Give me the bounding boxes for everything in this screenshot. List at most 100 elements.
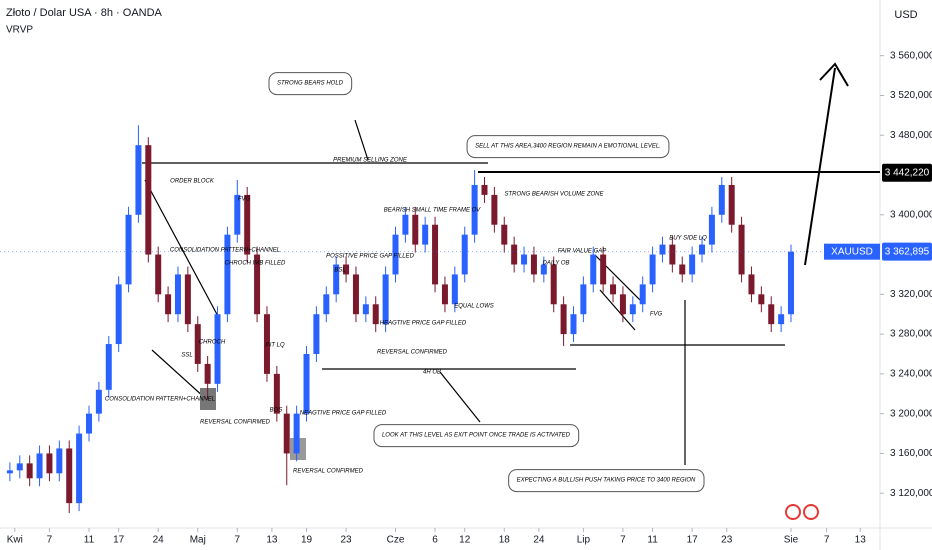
candle-body xyxy=(26,463,33,479)
annotation: CONSOLIDATION PATTERN+CHANNEL xyxy=(105,397,215,403)
x-tick-label: 13 xyxy=(266,535,278,546)
annotation: CHROCH IMB FILLED xyxy=(225,261,286,267)
candle-body xyxy=(610,284,617,295)
candle-body xyxy=(679,264,686,275)
candle-body xyxy=(580,284,587,315)
annotation: FVG xyxy=(238,197,251,203)
candle-body xyxy=(125,214,132,285)
annotation: CONSOLIDATION PATTERN+CHANNEL xyxy=(170,248,280,254)
candle-body xyxy=(768,304,775,325)
candle-body xyxy=(204,363,211,384)
candle-body xyxy=(521,254,528,265)
candle-body xyxy=(263,314,270,374)
y-tick-label: 3 320,000 xyxy=(890,289,932,300)
candle-body xyxy=(689,254,696,275)
x-tick-label: 17 xyxy=(113,535,125,546)
event-icon[interactable] xyxy=(785,504,801,520)
annotation: NEAGTIVE PRICE GAP FILLED xyxy=(300,411,387,417)
annotation: EQUAL LOWS xyxy=(454,304,494,310)
annotation: FAIR VALUE GAP xyxy=(558,249,607,255)
indicator: VRVP xyxy=(6,25,33,36)
annotation: FVG xyxy=(650,312,663,318)
x-tick-label: Maj xyxy=(190,535,206,546)
chart-title: Złoto / Dolar USA · 8h · OANDA xyxy=(6,7,163,19)
candle-body xyxy=(471,184,478,235)
x-tick-label: 17 xyxy=(687,535,699,546)
annotation: DAILY OB xyxy=(542,261,569,267)
x-tick-label: 24 xyxy=(533,535,545,546)
candle-body xyxy=(649,254,656,285)
candle-body xyxy=(293,413,300,454)
candle-body xyxy=(708,214,715,245)
candle-body xyxy=(560,304,567,335)
candle-body xyxy=(165,294,172,315)
candle-body xyxy=(412,214,419,245)
candle-body xyxy=(214,314,221,384)
candle-body xyxy=(343,264,350,275)
candle-body xyxy=(283,413,290,454)
candle-body xyxy=(699,244,706,255)
candle-body xyxy=(362,304,369,315)
candle-body xyxy=(16,463,23,471)
currency: USD xyxy=(894,9,917,21)
candle-body xyxy=(402,214,409,235)
annotation: CHROCH xyxy=(199,340,226,346)
candle-body xyxy=(619,294,626,315)
candle-body xyxy=(95,389,102,414)
y-tick-label: 3 560,000 xyxy=(890,50,932,61)
y-tick-label: 3 400,000 xyxy=(890,209,932,220)
annotation-box xyxy=(373,424,580,448)
y-tick-label: 3 160,000 xyxy=(890,448,932,459)
annotation: BSL xyxy=(334,268,345,274)
y-tick-label: 3 480,000 xyxy=(890,130,932,141)
candle-body xyxy=(333,264,340,295)
x-tick-label: 6 xyxy=(432,535,438,546)
x-tick-label: 13 xyxy=(855,535,867,546)
x-tick-label: 18 xyxy=(499,535,511,546)
candle-body xyxy=(46,453,53,474)
x-tick-label: 24 xyxy=(153,535,165,546)
symbol-label: XAUUSD xyxy=(831,246,873,257)
candle-body xyxy=(303,353,310,414)
candle-body xyxy=(105,344,112,390)
candle-body xyxy=(273,373,280,414)
candle-body xyxy=(372,304,379,325)
candle-body xyxy=(352,274,359,315)
annotation: SSL xyxy=(181,353,192,359)
x-tick-label: 19 xyxy=(301,535,313,546)
candle-body xyxy=(738,224,745,275)
candle-body xyxy=(600,254,607,285)
candle-body xyxy=(85,413,92,434)
price-label: 3 362,895 xyxy=(885,246,930,257)
annotation: STRONG BEARS HOLD xyxy=(277,81,344,87)
event-icon[interactable] xyxy=(803,504,819,520)
candle-body xyxy=(758,294,765,305)
annotation: EXPECTING A BULLISH PUSH TAKING PRICE TO… xyxy=(517,478,696,484)
candle-body xyxy=(382,274,389,325)
annotation: REVERSAL CONFIRMED xyxy=(293,469,364,475)
candle-body xyxy=(718,184,725,215)
annotation: PREMIUM SELLING ZONE xyxy=(333,158,408,164)
y-tick-label: 3 240,000 xyxy=(890,369,932,380)
candle-body xyxy=(639,284,646,305)
candle-body xyxy=(669,244,676,265)
candle-body xyxy=(135,145,142,215)
candle-body xyxy=(254,254,261,315)
annotation: ORDER BLOCK xyxy=(170,179,215,185)
candle-body xyxy=(511,244,518,265)
annotation-box xyxy=(508,469,705,493)
annotation: BEARISH SMALL TIME FRAME OV xyxy=(384,208,482,214)
x-tick-label: 7 xyxy=(47,535,53,546)
annotation: SELL AT THIS AREA,3400 REGION REMAIN A E… xyxy=(475,144,661,150)
y-tick-label: 3 200,000 xyxy=(890,408,932,419)
candle-body xyxy=(570,314,577,335)
candle-body xyxy=(748,274,755,295)
annotation-box xyxy=(268,72,353,96)
candle-body xyxy=(778,314,785,325)
candle-body xyxy=(629,304,636,315)
candle-body xyxy=(115,284,122,345)
candle-body xyxy=(244,194,251,255)
candle-body xyxy=(590,254,597,285)
candle-body xyxy=(501,224,508,245)
candle-body xyxy=(36,453,43,479)
